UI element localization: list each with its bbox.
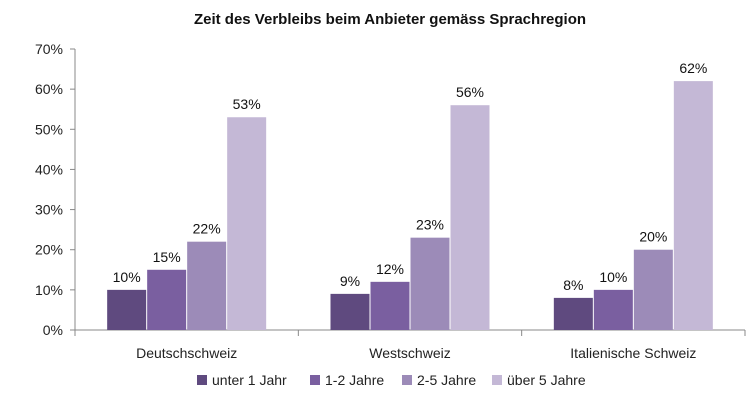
- data-label: 10%: [599, 269, 627, 285]
- data-label: 53%: [233, 96, 261, 112]
- y-tick-label: 60%: [35, 81, 63, 97]
- y-tick-label: 30%: [35, 202, 63, 218]
- data-label: 12%: [376, 261, 404, 277]
- chart-title: Zeit des Verbleibs beim Anbieter gemäss …: [194, 11, 586, 28]
- axes: 0% 10% 20% 30% 40% 50% 60% 70% Deutschschweiz Wes…: [35, 41, 746, 361]
- y-tick-label: 20%: [35, 242, 63, 258]
- x-category-label: Westschweiz: [369, 345, 450, 361]
- bar: [593, 289, 633, 330]
- bar: [187, 241, 227, 330]
- y-tick-label: 0%: [43, 322, 63, 338]
- legend-label: 2-5 Jahre: [417, 372, 476, 388]
- data-label: 62%: [679, 60, 707, 76]
- bar: [410, 237, 450, 330]
- bar: [370, 281, 410, 330]
- legend-swatch: [402, 375, 412, 385]
- bar: [450, 105, 490, 330]
- data-label: 23%: [416, 217, 444, 233]
- legend-label: über 5 Jahre: [507, 372, 586, 388]
- bar: [147, 269, 187, 330]
- bar: [633, 249, 673, 330]
- bar: [330, 293, 370, 330]
- y-tick-label: 50%: [35, 121, 63, 137]
- bar: [107, 289, 147, 330]
- data-label: 15%: [153, 249, 181, 265]
- legend-swatch: [492, 375, 502, 385]
- y-tick-label: 70%: [35, 41, 63, 57]
- bar: [553, 297, 593, 330]
- data-label: 22%: [193, 221, 221, 237]
- x-category-label: Italienische Schweiz: [570, 345, 696, 361]
- bar: [227, 117, 267, 330]
- y-tick-label: 10%: [35, 282, 63, 298]
- bars: 10% 15% 22% 53% 9% 12% 23% 56% 8% 10% 20% 62%: [107, 60, 713, 330]
- data-label: 56%: [456, 84, 484, 100]
- legend-swatch: [197, 375, 207, 385]
- legend-swatch: [310, 375, 320, 385]
- data-label: 8%: [563, 277, 583, 293]
- legend-label: 1-2 Jahre: [325, 372, 384, 388]
- legend-label: unter 1 Jahr: [212, 372, 287, 388]
- x-category-label: Deutschschweiz: [136, 345, 237, 361]
- data-label: 20%: [639, 229, 667, 245]
- bar: [673, 81, 713, 330]
- data-label: 9%: [340, 273, 360, 289]
- data-label: 10%: [113, 269, 141, 285]
- legend: unter 1 Jahr 1-2 Jahre 2-5 Jahre über 5 Jah…: [197, 372, 586, 388]
- y-tick-label: 40%: [35, 161, 63, 177]
